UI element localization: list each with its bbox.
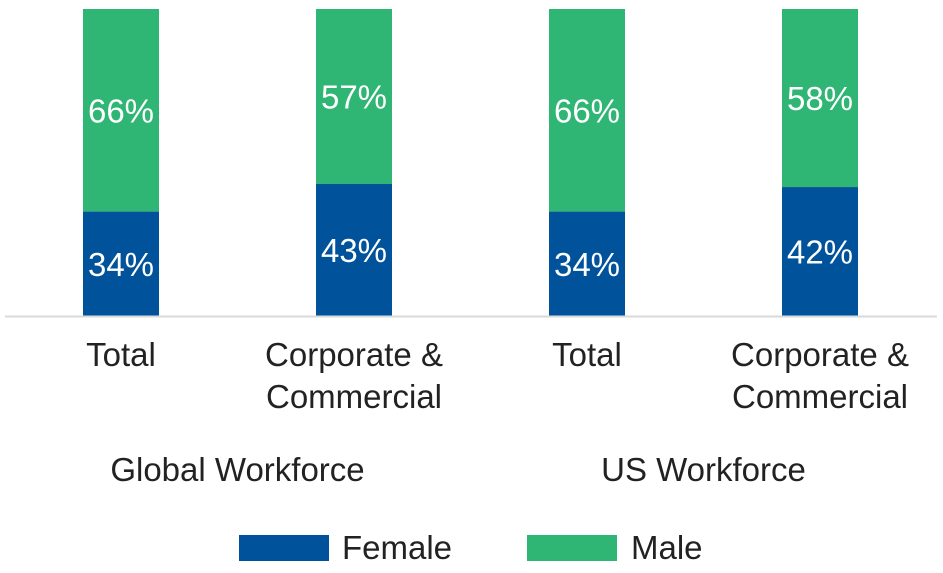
data-label-female-2: 34%	[554, 246, 620, 283]
bar-male-3	[782, 9, 858, 188]
category-label-1-line-0: Corporate &	[265, 336, 443, 373]
data-label-male-3: 58%	[787, 80, 853, 117]
bar-male-0	[83, 9, 159, 212]
data-label-male-1: 57%	[321, 78, 387, 115]
bar-male-2	[549, 9, 625, 212]
legend-label-female: Female	[342, 529, 452, 566]
category-label-0-line-0: Total	[86, 336, 156, 373]
bar-female-0	[83, 211, 159, 316]
group-label-0: Global Workforce	[110, 451, 364, 488]
bar-female-2	[549, 211, 625, 316]
data-label-female-0: 34%	[88, 246, 154, 283]
legend-label-male: Male	[631, 529, 703, 566]
legend-swatch-male	[527, 535, 617, 561]
data-label-female-1: 43%	[321, 232, 387, 269]
bar-female-1	[316, 183, 392, 316]
category-label-1-line-1: Commercial	[266, 378, 442, 415]
bar-female-3	[782, 187, 858, 316]
category-label-3-line-0: Corporate &	[731, 336, 909, 373]
category-label-3-line-1: Commercial	[732, 378, 908, 415]
data-label-male-0: 66%	[88, 92, 154, 129]
legend-swatch-female	[239, 535, 329, 561]
group-label-1: US Workforce	[601, 451, 806, 488]
category-label-2-line-0: Total	[552, 336, 622, 373]
bar-male-1	[316, 9, 392, 184]
data-label-female-3: 42%	[787, 234, 853, 271]
data-label-male-2: 66%	[554, 92, 620, 129]
